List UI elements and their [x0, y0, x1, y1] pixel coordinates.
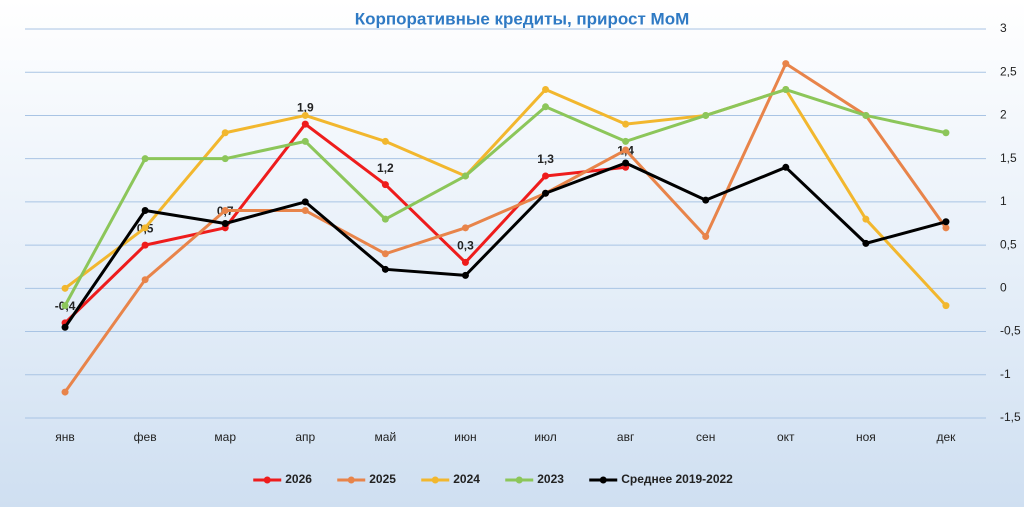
x-tick-label: окт [777, 430, 795, 444]
series-point [221, 129, 229, 137]
series-line [63, 122, 626, 324]
series-point [61, 284, 69, 292]
x-tick-label: янв [55, 430, 75, 444]
series-point [381, 137, 389, 145]
y-tick-label: 2 [1000, 108, 1007, 122]
legend-label: 2025 [369, 472, 396, 486]
series-point [301, 120, 309, 128]
series-point [141, 276, 149, 284]
series-point [542, 172, 550, 180]
series-point [61, 323, 69, 331]
series-point [782, 86, 790, 94]
chart-title: Корпоративные кредиты, прирост МоМ [355, 9, 690, 28]
series-point [622, 120, 630, 128]
series-point [301, 198, 309, 206]
series-line [63, 88, 947, 307]
value-label: 1,3 [537, 152, 554, 166]
y-tick-label: -1 [1000, 367, 1011, 381]
series-point [461, 172, 469, 180]
series-point [141, 224, 149, 232]
legend-label: 2023 [537, 472, 564, 486]
y-tick-label: -1,5 [1000, 410, 1021, 424]
x-tick-label: май [375, 430, 397, 444]
legend-marker [599, 476, 607, 484]
series-point [702, 196, 710, 204]
series-point [862, 239, 870, 247]
series-point [301, 207, 309, 215]
legend-marker [347, 476, 355, 484]
legend-label: Среднее 2019-2022 [621, 472, 733, 486]
series-point [461, 224, 469, 232]
value-label: 1,9 [297, 100, 314, 114]
x-tick-label: фев [134, 430, 157, 444]
series-line [64, 88, 948, 307]
x-tick-label: дек [936, 430, 956, 444]
x-tick-label: мар [214, 430, 236, 444]
series-point [61, 388, 69, 396]
y-tick-label: 1,5 [1000, 151, 1017, 165]
series-point [221, 207, 229, 215]
legend-marker [515, 476, 523, 484]
x-tick-label: сен [696, 430, 715, 444]
series-point [862, 111, 870, 119]
series-line [63, 161, 947, 329]
legend-label: 2026 [285, 472, 312, 486]
series-point [782, 163, 790, 171]
x-tick-label: июн [454, 430, 476, 444]
series-point [461, 271, 469, 279]
series-point [782, 60, 790, 68]
series-point [461, 258, 469, 266]
series-point [221, 155, 229, 163]
series-point [542, 86, 550, 94]
series-point [301, 137, 309, 145]
series-point [622, 146, 630, 154]
x-tick-label: апр [295, 430, 315, 444]
series-point [622, 137, 630, 145]
y-tick-label: 0 [1000, 281, 1007, 295]
series-point [381, 265, 389, 273]
series-point [141, 241, 149, 249]
series-point [702, 232, 710, 240]
y-tick-label: 1 [1000, 194, 1007, 208]
series-point [702, 111, 710, 119]
series-point [942, 224, 950, 232]
y-tick-label: 2,5 [1000, 64, 1017, 78]
series-point [862, 215, 870, 223]
y-tick-label: 0,5 [1000, 237, 1017, 251]
legend-marker [263, 476, 271, 484]
series-point [301, 111, 309, 119]
y-tick-label: 3 [1000, 21, 1007, 35]
series-point [942, 302, 950, 310]
y-tick-label: -0,5 [1000, 324, 1021, 338]
legend-label: 2024 [453, 472, 480, 486]
series-point [221, 220, 229, 227]
series-point [381, 215, 389, 223]
value-label: 0,3 [457, 239, 474, 253]
series-point [141, 207, 149, 215]
series-point [942, 218, 950, 226]
x-tick-label: июл [534, 430, 556, 444]
series-point [381, 250, 389, 258]
series-point [942, 129, 950, 137]
x-tick-label: ноя [856, 430, 876, 444]
series-point [61, 302, 69, 310]
x-tick-label: авг [617, 430, 635, 444]
value-label: 1,2 [377, 161, 394, 175]
legend-marker [431, 476, 439, 484]
series-point [542, 103, 550, 111]
series-point [141, 155, 149, 163]
series-point [542, 189, 550, 197]
series-point [622, 159, 630, 167]
series-point [381, 181, 389, 189]
